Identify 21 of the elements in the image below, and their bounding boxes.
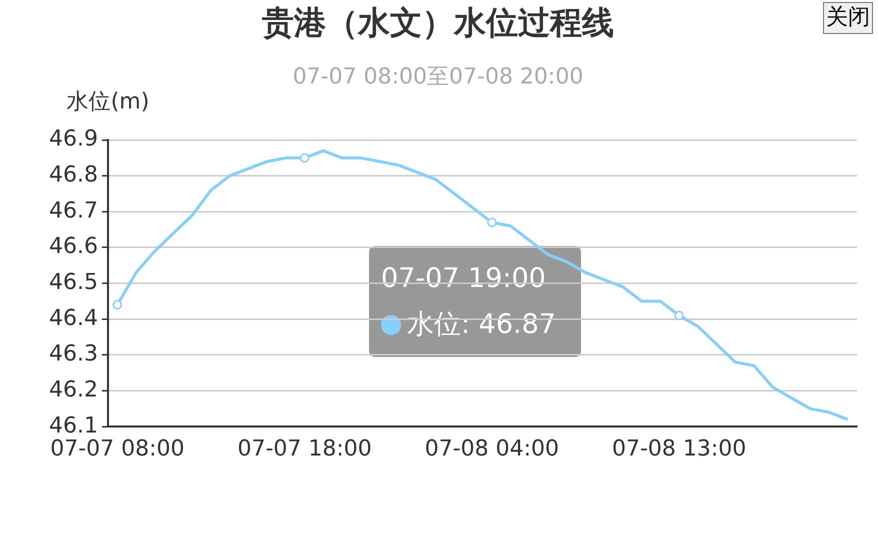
x-tick-label: 07-08 13:00 — [612, 436, 746, 462]
y-tick-label: 46.6 — [49, 234, 98, 260]
point — [487, 218, 497, 228]
y-tick-label: 46.7 — [49, 198, 98, 224]
y-tick-label: 46.4 — [49, 306, 98, 331]
y-tick-label: 46.9 — [49, 126, 98, 152]
text: 关闭 — [823, 2, 873, 34]
point — [674, 310, 684, 320]
chart-subtitle: 07-07 08:00至07-08 20:00 — [292, 64, 584, 90]
chart-title: 贵港（水文）水位过程线 — [262, 3, 614, 42]
point — [300, 153, 310, 163]
y-tick-label: 46.1 — [49, 413, 98, 438]
y-tick-label: 46.8 — [49, 162, 98, 188]
x-tick-label: 07-08 04:00 — [424, 436, 560, 462]
x-tick-label: 07-07 18:00 — [237, 436, 372, 462]
y-axis-title: 水位(m) — [66, 90, 150, 115]
y-tick-label: 46.5 — [49, 270, 98, 296]
point — [112, 300, 122, 310]
y-tick-label: 46.3 — [49, 342, 98, 367]
y-tick-label: 46.2 — [49, 377, 98, 402]
x-tick-label: 07-07 08:00 — [50, 436, 185, 462]
